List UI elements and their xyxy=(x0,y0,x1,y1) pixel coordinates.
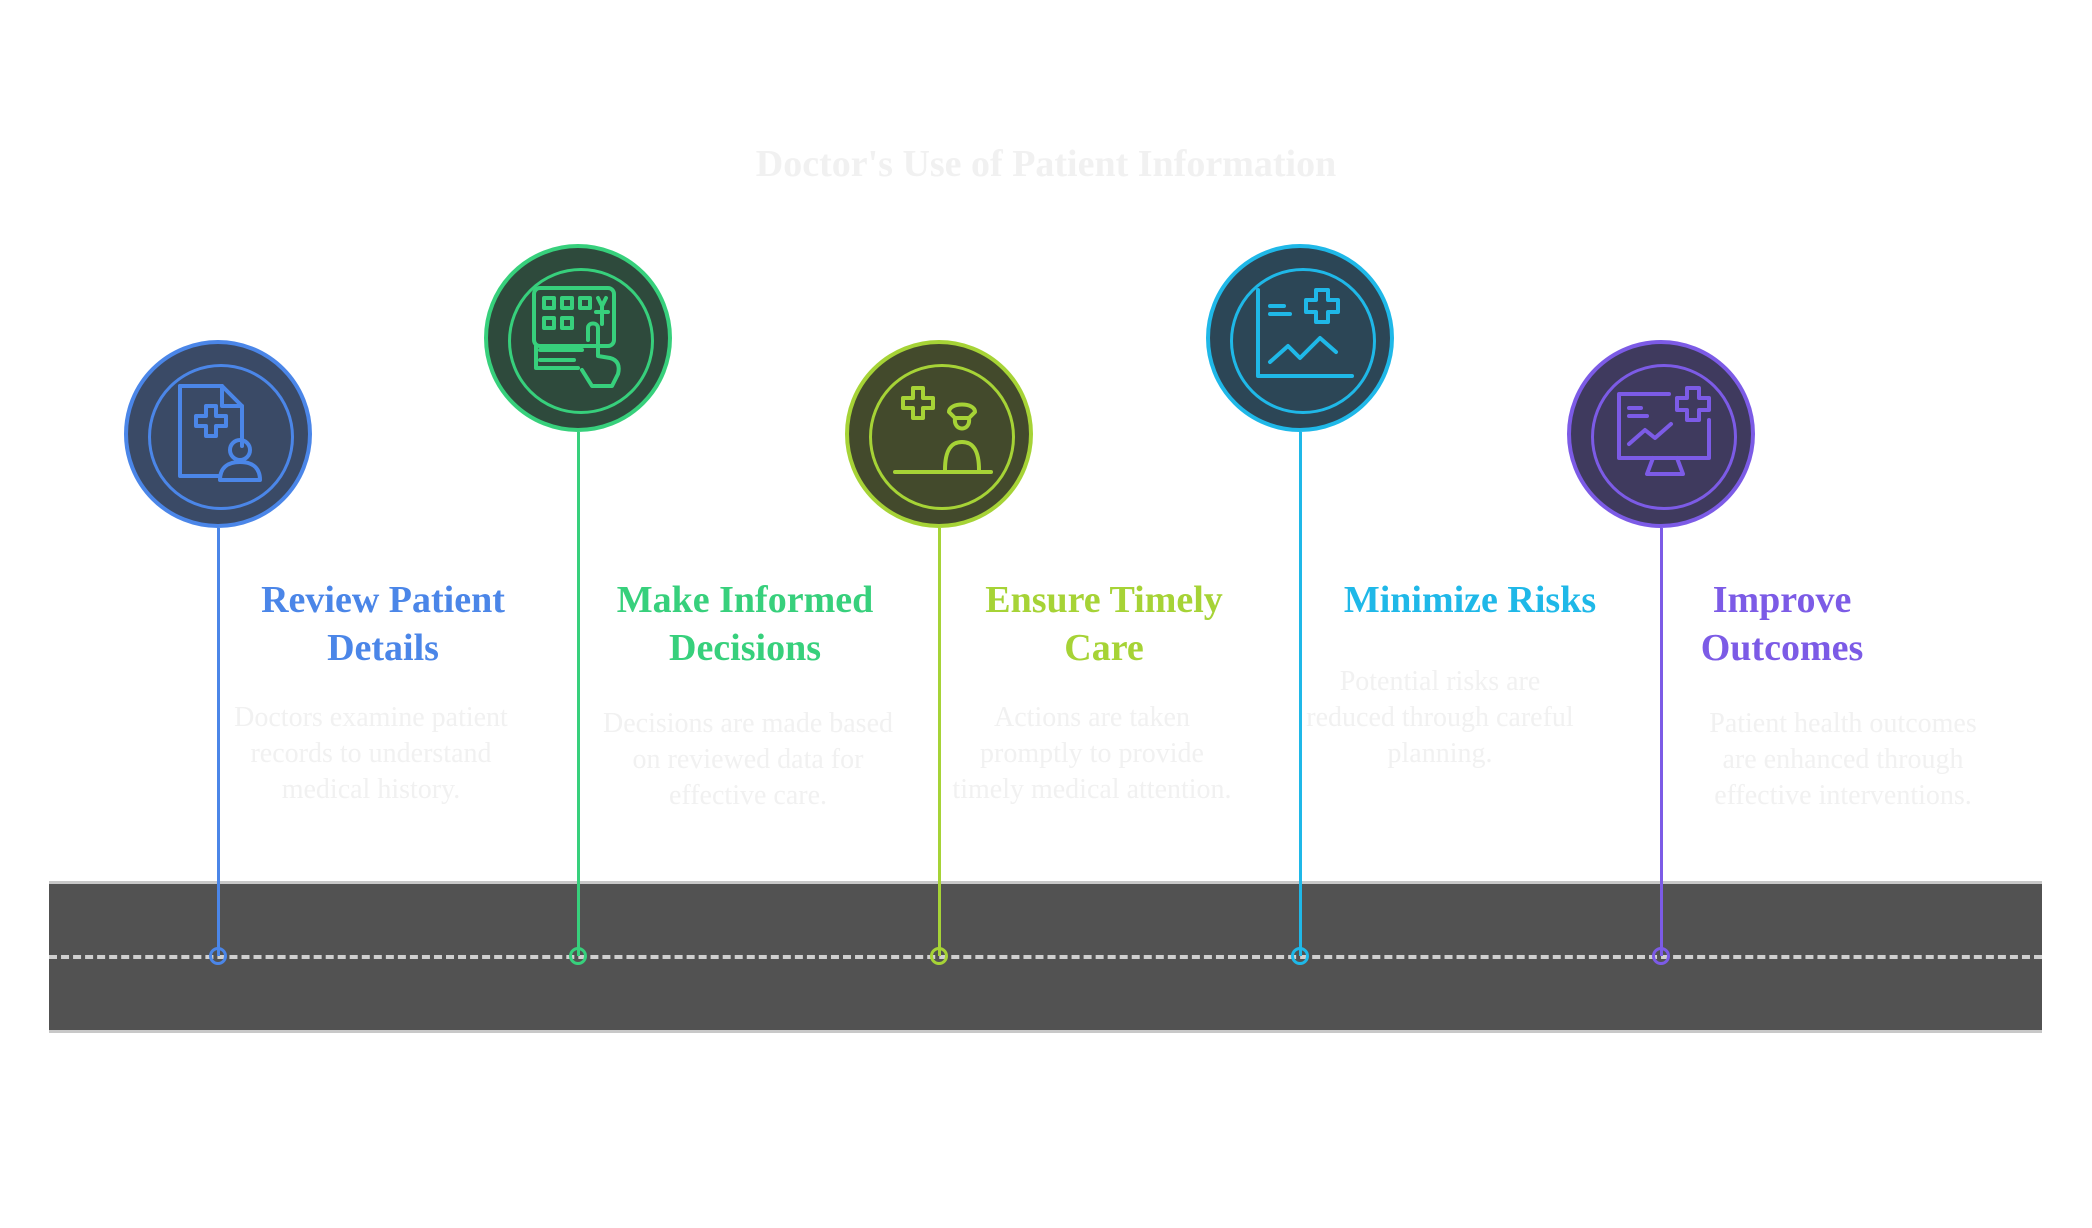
step-3-node-ring xyxy=(869,364,1015,510)
road-center-line xyxy=(49,955,2042,959)
risk-chart-icon xyxy=(1256,288,1354,378)
step-5-node xyxy=(1567,340,1755,528)
step-5-connector xyxy=(1659,528,1663,956)
health-monitor-icon xyxy=(1617,386,1711,476)
step-3-title: Ensure Timely Care xyxy=(985,579,1223,669)
patient-file-icon xyxy=(178,384,262,482)
step-5-description: Patient health outcomes are enhanced thr… xyxy=(1709,708,1977,811)
step-4-description: Potential risks are reduced through care… xyxy=(1306,666,1574,769)
step-1-description: Doctors examine patient records to under… xyxy=(234,702,508,805)
step-4-node-ring xyxy=(1230,268,1376,414)
road xyxy=(49,881,2042,1033)
step-5-road-marker xyxy=(1652,947,1670,965)
step-2-node xyxy=(484,244,672,432)
step-5-title: Improve Outcomes xyxy=(1700,579,1864,669)
step-3-node xyxy=(845,340,1033,528)
nurse-icon xyxy=(893,386,993,474)
step-2-node-ring xyxy=(508,268,654,414)
step-3-description: Actions are taken promptly to provide ti… xyxy=(952,702,1232,805)
keypad-hand-icon xyxy=(532,286,621,388)
step-1-node-ring xyxy=(148,364,294,510)
step-3-connector xyxy=(937,528,941,956)
step-1-road-marker xyxy=(209,947,227,965)
diagram-title: Doctor's Use of Patient Information xyxy=(755,143,1337,185)
step-4-node xyxy=(1206,244,1394,432)
step-2-road-marker xyxy=(569,947,587,965)
step-2-connector xyxy=(576,432,580,956)
step-3-road-marker xyxy=(930,947,948,965)
step-2-title: Make Informed Decisions xyxy=(616,579,874,669)
step-4-title: Minimize Risks xyxy=(1343,579,1597,621)
step-1-node xyxy=(124,340,312,528)
step-4-road-marker xyxy=(1291,947,1309,965)
step-4-connector xyxy=(1298,432,1302,956)
step-1-title: Review Patient Details xyxy=(261,579,505,669)
step-5-node-ring xyxy=(1591,364,1737,510)
step-2-description: Decisions are made based on reviewed dat… xyxy=(603,708,893,811)
step-1-connector xyxy=(216,528,220,956)
